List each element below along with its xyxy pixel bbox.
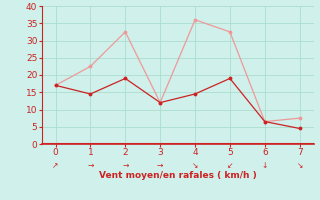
Text: ↙: ↙ xyxy=(227,161,233,170)
Text: →: → xyxy=(157,161,163,170)
Text: ↘: ↘ xyxy=(192,161,198,170)
Text: ↓: ↓ xyxy=(261,161,268,170)
Text: →: → xyxy=(122,161,128,170)
Text: ↘: ↘ xyxy=(296,161,303,170)
Text: ↗: ↗ xyxy=(52,161,59,170)
X-axis label: Vent moyen/en rafales ( km/h ): Vent moyen/en rafales ( km/h ) xyxy=(99,171,256,180)
Text: →: → xyxy=(87,161,94,170)
